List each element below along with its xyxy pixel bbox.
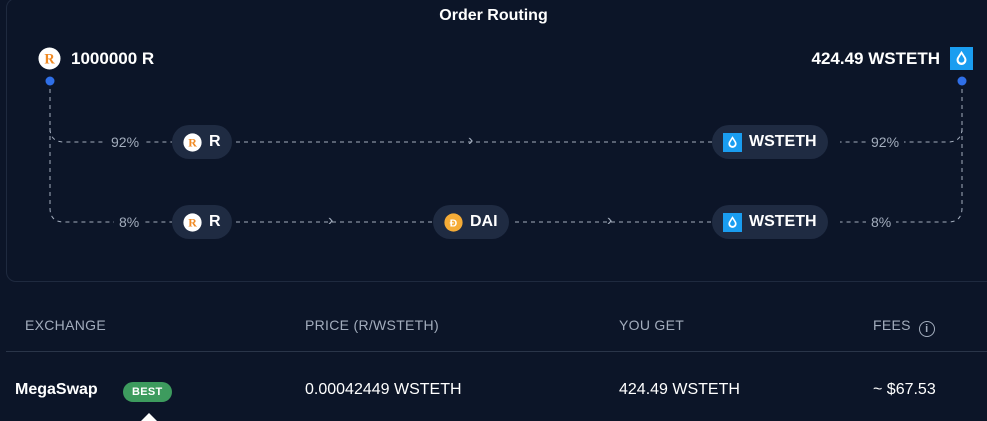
route-2-arrow-2: ›: [607, 212, 613, 229]
route-lines: [45, 76, 967, 223]
exchange-name[interactable]: MegaSwap: [15, 381, 98, 398]
route-1-share-out: 92%: [866, 134, 905, 150]
table-divider: [6, 351, 987, 352]
from-dot: [45, 76, 55, 86]
fees-value: ~ $67.53: [873, 381, 936, 398]
route-2-share-out: 8%: [866, 214, 897, 230]
to-dot: [957, 76, 967, 86]
route-2-hop-wsteth: WSTETH: [712, 205, 828, 239]
svg-text:Đ: Đ: [450, 218, 457, 229]
header-price: PRICE (R/WSTETH): [305, 317, 439, 333]
route-2-hop-dai: Đ DAI: [433, 205, 509, 239]
r-token-icon: R: [183, 212, 202, 232]
order-routing-title: Order Routing: [439, 7, 548, 24]
info-icon[interactable]: i: [918, 321, 935, 337]
to-token: 424.49 WSTETH: [811, 47, 973, 70]
price-value: 0.00042449 WSTETH: [305, 381, 462, 398]
wsteth-token-icon: [950, 47, 973, 70]
route-2-hop-r: R R: [172, 205, 232, 239]
from-token: R 1000000 R: [38, 47, 154, 70]
tooltip-caret: [141, 413, 157, 421]
route-1-share-in: 92%: [106, 134, 145, 150]
route-1-arrow: ›: [468, 132, 474, 149]
header-exchange: EXCHANGE: [25, 317, 106, 333]
dai-token-icon: Đ: [444, 212, 463, 232]
header-you-get: YOU GET: [619, 317, 685, 333]
r-token-icon: R: [38, 47, 61, 70]
route-1-hop-wsteth: WSTETH: [712, 125, 828, 159]
route-1-hop-r: R R: [172, 125, 232, 159]
wsteth-token-icon: [723, 212, 742, 232]
route-2-arrow-1: ›: [328, 212, 334, 229]
header-fees: FEES i: [873, 317, 935, 337]
from-token-amount: 1000000 R: [71, 48, 155, 68]
wsteth-token-icon: [723, 132, 742, 152]
to-token-amount: 424.49 WSTETH: [811, 48, 941, 68]
route-2-share-in: 8%: [114, 214, 145, 230]
order-routing-panel: [6, 0, 987, 282]
you-get-value: 424.49 WSTETH: [619, 381, 740, 398]
svg-text:R: R: [188, 215, 197, 229]
r-token-icon: R: [183, 132, 202, 152]
svg-text:R: R: [44, 51, 55, 67]
svg-text:R: R: [188, 135, 197, 149]
best-badge: BEST: [123, 382, 172, 402]
